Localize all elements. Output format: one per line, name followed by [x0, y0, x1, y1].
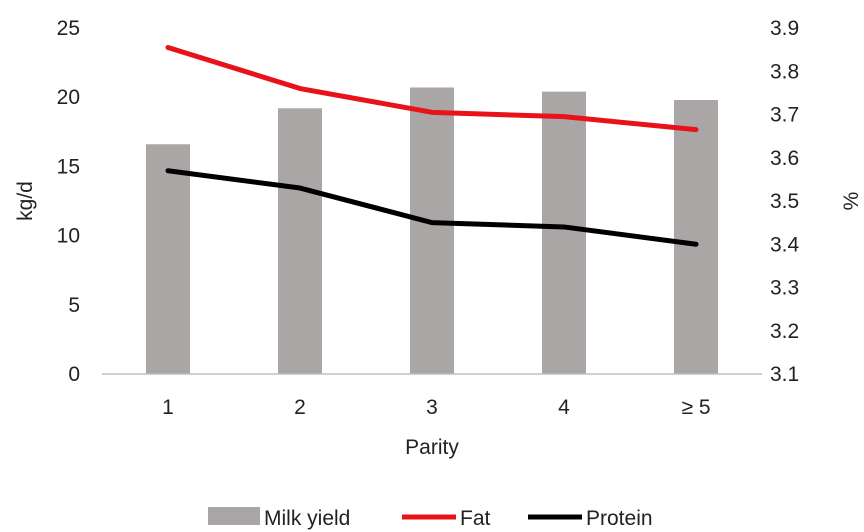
bar-milk-yield-4: [542, 91, 586, 374]
y-tick-label: 15: [57, 155, 80, 178]
legend: Milk yield Fat Protein: [208, 507, 653, 530]
y2-tick-label: 3.6: [770, 147, 799, 170]
x-tick-label: 4: [558, 396, 570, 419]
x-tick-label: 3: [426, 396, 438, 419]
milk-yield-bars: [146, 87, 718, 375]
bar-milk-yield-2: [278, 108, 322, 374]
y2-tick-label: 3.2: [770, 320, 799, 343]
y2-tick-label: 3.5: [770, 190, 799, 213]
x-axis-title: Parity: [405, 436, 459, 459]
y2-tick-label: 3.1: [770, 363, 799, 386]
legend-label-protein: Protein: [586, 507, 653, 530]
axes: 0 5 10 15 20 25 3.1 3.2 3.3 3.4 3.5 3.6 3.7 3.8 3.9 1 2 3…: [57, 17, 800, 419]
y-tick-label: 0: [68, 363, 80, 386]
line-fat: [165, 44, 699, 133]
y2-tick-label: 3.9: [770, 17, 799, 40]
y-axis-title: kg/d: [14, 181, 37, 221]
x-tick-label: 1: [162, 396, 174, 419]
bar-milk-yield-1: [146, 144, 190, 374]
y2-tick-label: 3.3: [770, 277, 799, 300]
legend-label-milk-yield: Milk yield: [264, 507, 350, 530]
line-protein: [165, 168, 699, 247]
y-tick-label: 25: [57, 17, 80, 40]
x-tick-label: ≥ 5: [681, 396, 710, 419]
y2-tick-label: 3.4: [770, 233, 800, 256]
y-tick-label: 20: [57, 86, 80, 109]
series-lines: [165, 44, 699, 247]
bar-milk-yield-5: [674, 99, 718, 374]
y2-tick-label: 3.7: [770, 104, 799, 127]
y-tick-label: 10: [57, 225, 80, 248]
legend-swatch-milk-yield: [208, 507, 260, 525]
y2-tick-label: 3.8: [770, 60, 799, 83]
x-tick-label: 2: [294, 396, 306, 419]
legend-label-fat: Fat: [460, 507, 491, 530]
y2-axis-title: %: [840, 192, 863, 211]
y-tick-label: 5: [68, 294, 80, 317]
bar-milk-yield-3: [410, 87, 454, 375]
